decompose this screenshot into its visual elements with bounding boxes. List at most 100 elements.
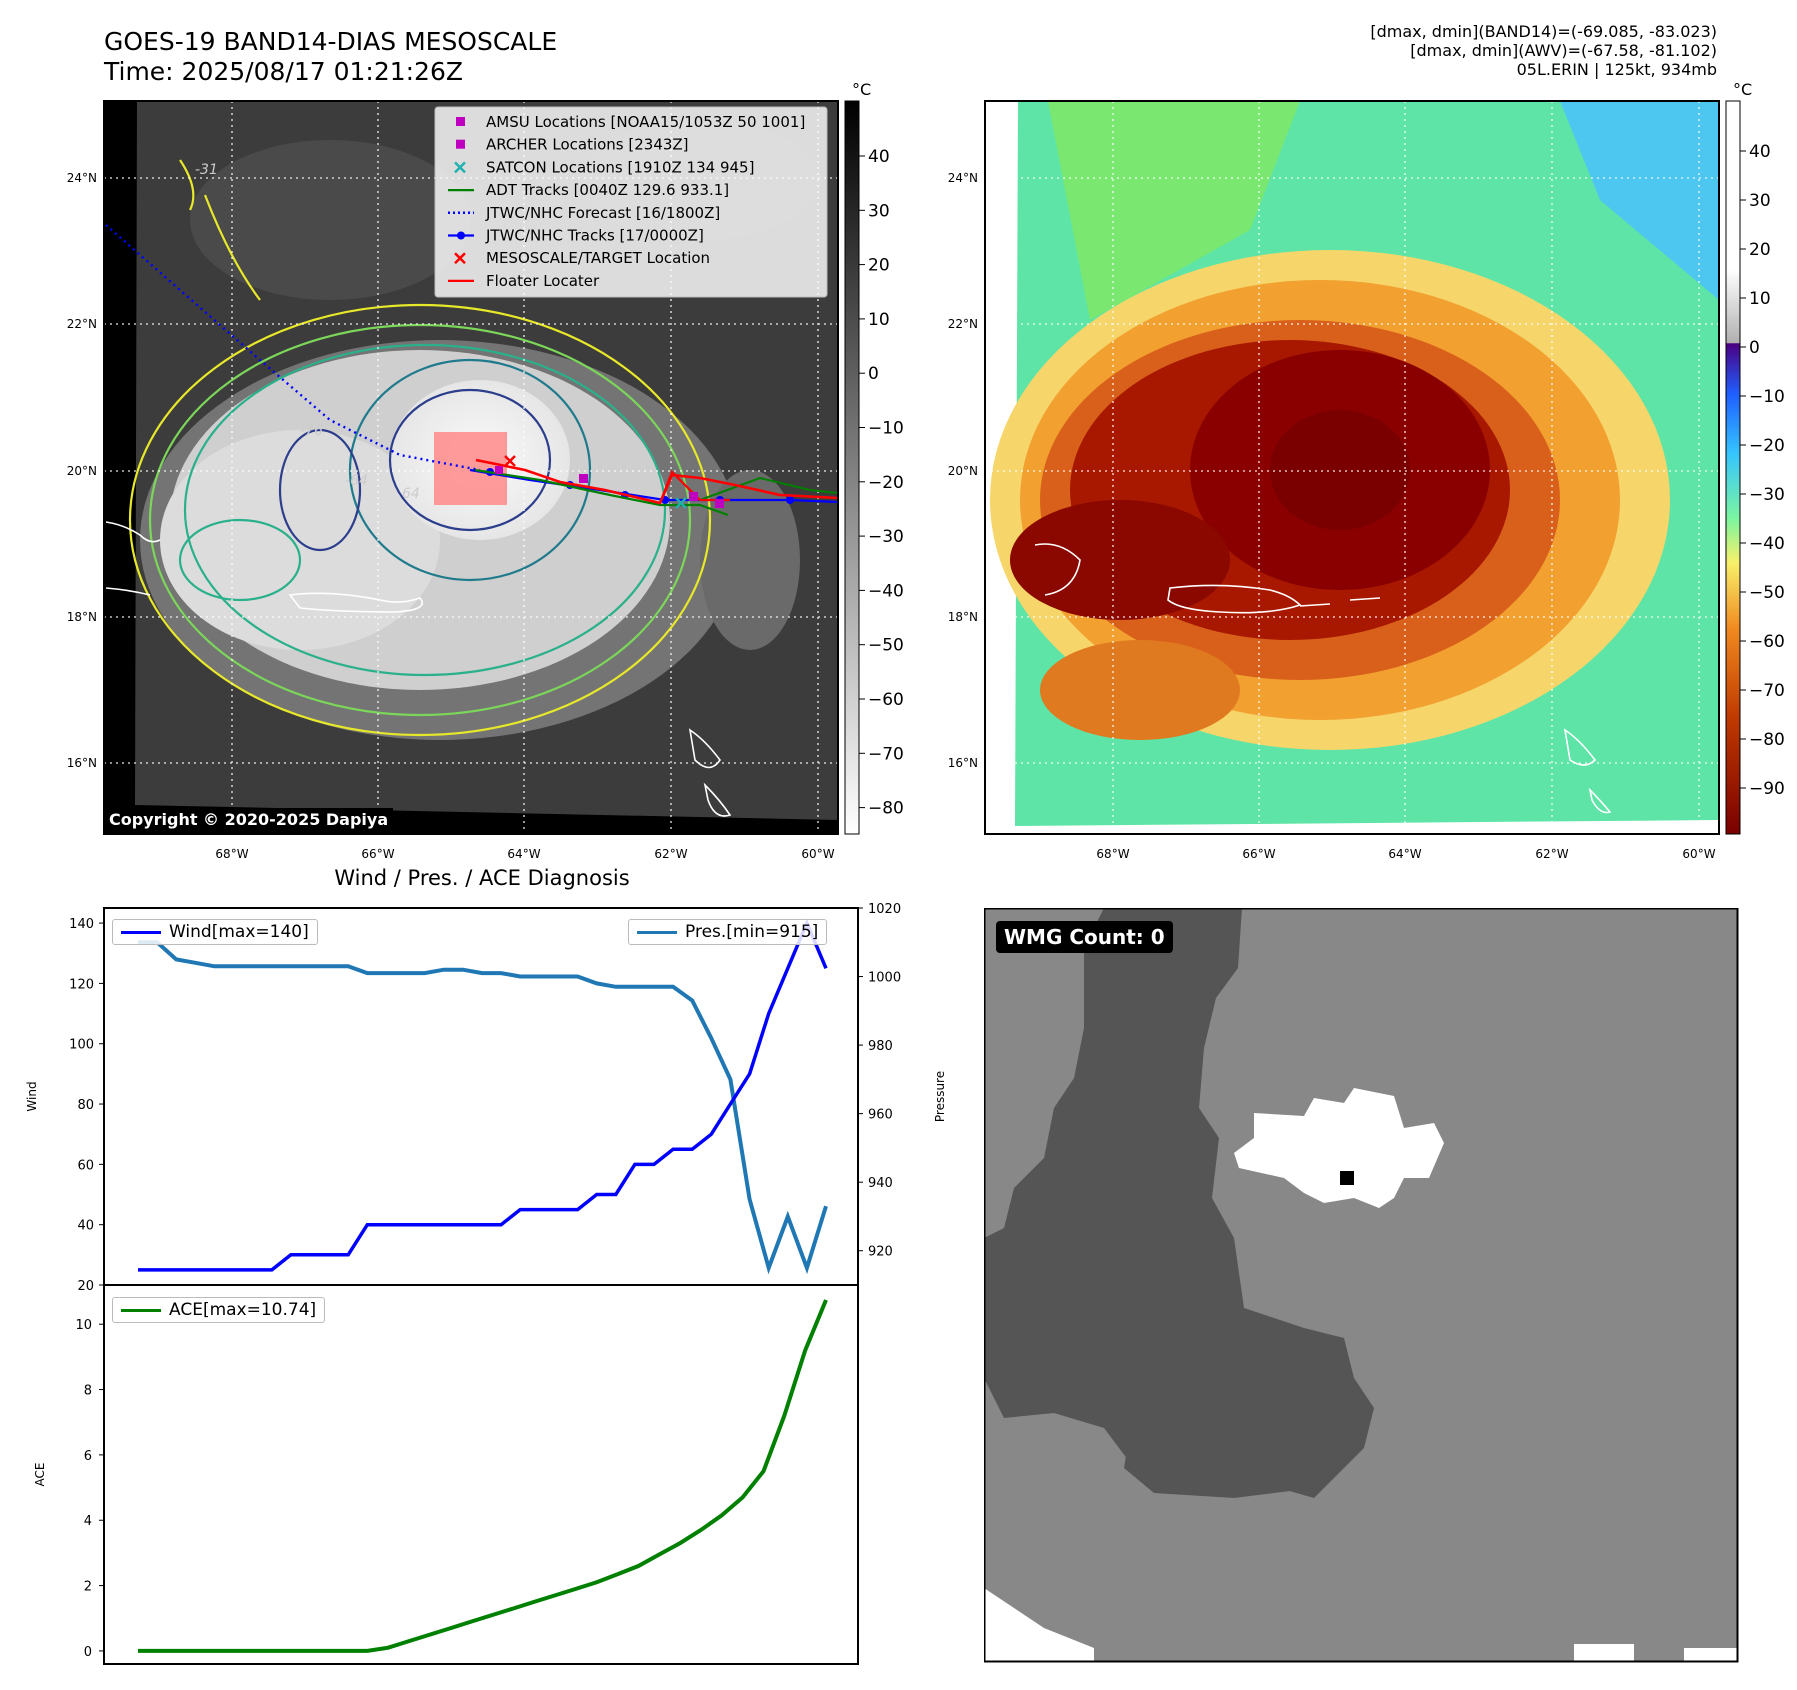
wind-legend-swatch	[121, 930, 161, 934]
legend-label: SATCON Locations [1910Z 134 945]	[486, 158, 754, 176]
legend-marker	[454, 161, 466, 174]
colorbar-tick-label: −30	[1749, 485, 1785, 505]
pres-ytick-label: 1000	[868, 971, 901, 986]
contour-label: -76	[300, 423, 323, 439]
colorbar-tick-label: 30	[868, 201, 890, 221]
ace-legend: ACE[max=10.74]	[112, 1297, 326, 1323]
colorbar-tick-label: 10	[1749, 289, 1771, 309]
diagnosis-chart: 20 40 60 80 100 120 140 920 940 960 980 1000 1020 0 2 4…	[25, 902, 947, 1665]
pres-ytick-label: 940	[868, 1176, 893, 1191]
colorbar-tick-label: −80	[1749, 730, 1785, 750]
lon-label: 64°W	[1388, 847, 1421, 861]
wind-legend: Wind[max=140]	[112, 919, 318, 945]
wind-ytick-label: 80	[77, 1098, 94, 1113]
lat-label: 20°N	[948, 464, 978, 478]
pres-legend: Pres.[min=915]	[628, 919, 828, 945]
ace-frame	[103, 1284, 859, 1665]
colorbar-tick-label: −40	[1749, 534, 1785, 554]
info-line-3: 05L.ERIN | 125kt, 934mb	[1516, 60, 1717, 79]
colorbar-tick-label: −80	[868, 799, 904, 819]
legend-label: JTWC/NHC Tracks [17/0000Z]	[485, 227, 704, 245]
lat-label: 16°N	[67, 756, 97, 770]
ace-ytick-label: 8	[84, 1384, 92, 1399]
diagnosis-title: Wind / Pres. / ACE Diagnosis	[334, 866, 630, 890]
contour-label: -31	[195, 162, 218, 178]
copyright-label: Copyright © 2020-2025 Dapiya	[104, 808, 394, 831]
legend-label: Floater Locater	[486, 272, 600, 290]
legend-label: ARCHER Locations [2343Z]	[486, 136, 689, 154]
wind-ytick-label: 100	[69, 1038, 94, 1053]
ace-legend-swatch	[121, 1308, 161, 1312]
floater-target-box	[434, 432, 507, 505]
colorbar-tick-label: 10	[868, 310, 890, 330]
ace-axis-label: ACE	[33, 1463, 47, 1487]
lat-label: 18°N	[67, 610, 97, 624]
lat-label: 24°N	[948, 171, 978, 185]
wind-legend-label: Wind[max=140]	[169, 922, 309, 942]
figure-title: GOES-19 BAND14-DIAS MESOSCALE Time: 2025…	[104, 27, 557, 87]
legend-label: JTWC/NHC Forecast [16/1800Z]	[485, 204, 720, 222]
legend-label: ADT Tracks [0040Z 129.6 933.1]	[486, 181, 729, 199]
lon-label: 66°W	[1242, 847, 1275, 861]
left-colorbar-unit: °C	[852, 80, 872, 99]
ace-ytick-label: 10	[75, 1318, 92, 1333]
info-line-1: [dmax, dmin](BAND14)=(-69.085, -83.023)	[1370, 22, 1717, 41]
wmg-panel	[984, 908, 1739, 1663]
wind-ytick-label: 40	[77, 1219, 94, 1234]
legend-label: MESOSCALE/TARGET Location	[486, 249, 710, 267]
lat-label: 22°N	[948, 317, 978, 331]
colorbar-tick-label: 0	[1749, 338, 1760, 358]
legend-marker	[457, 231, 465, 240]
pres-ytick-label: 980	[868, 1039, 893, 1054]
lon-label: 62°W	[1535, 847, 1568, 861]
wind-ytick-label: 60	[77, 1158, 94, 1173]
map-legend: AMSU Locations [NOAA15/1053Z 50 1001] ARC…	[434, 106, 828, 298]
legend-marker	[454, 252, 466, 265]
awv-map	[985, 101, 1719, 834]
colorbar-tick-label: −70	[1749, 681, 1785, 701]
colorbar-tick-label: −10	[1749, 387, 1785, 407]
wind-series-line	[138, 918, 828, 1272]
lat-label: 16°N	[948, 756, 978, 770]
ace-ytick-label: 4	[84, 1514, 92, 1529]
legend-marker	[456, 117, 465, 126]
colorbar-tick-label: −50	[868, 636, 904, 656]
contour-label: -64	[345, 473, 368, 489]
lon-label: 60°W	[801, 847, 834, 861]
ir-map-figure: -76 -64 64 -31 AMSU Locations [NOAA15/10…	[67, 100, 1785, 861]
colorbar-tick-label: 20	[1749, 240, 1771, 260]
left-colorbar	[844, 100, 860, 835]
lon-label: 66°W	[361, 847, 394, 861]
pres-ytick-label: 960	[868, 1108, 893, 1123]
pressure-series-line	[138, 940, 828, 1275]
ace-ytick-label: 6	[84, 1449, 92, 1464]
lon-label: 68°W	[215, 847, 248, 861]
lat-label: 20°N	[67, 464, 97, 478]
pres-legend-label: Pres.[min=915]	[685, 922, 819, 942]
colorbar-tick-label: 40	[1749, 142, 1771, 162]
ace-ytick-label: 0	[84, 1645, 92, 1660]
colorbar-tick-label: −50	[1749, 583, 1785, 603]
colorbar-tick-label: −40	[868, 581, 904, 601]
wind-ytick-label: 120	[69, 977, 94, 992]
wind-ytick-label: 20	[77, 1279, 94, 1294]
ace-series-line	[138, 1299, 828, 1653]
colorbar-tick-label: 0	[868, 364, 879, 384]
pres-axis-label: Pressure	[933, 1071, 947, 1122]
colorbar-tick-label: 30	[1749, 191, 1771, 211]
lon-label: 64°W	[507, 847, 540, 861]
title-line-1: GOES-19 BAND14-DIAS MESOSCALE	[104, 27, 558, 56]
colorbar-tick-label: −30	[868, 527, 904, 547]
colorbar-tick-label: −20	[868, 473, 904, 493]
lon-label: 68°W	[1096, 847, 1129, 861]
colorbar-tick-label: −10	[868, 419, 904, 439]
colorbar-tick-label: −70	[868, 744, 904, 764]
lon-label: 60°W	[1682, 847, 1715, 861]
colorbar-tick-label: 40	[868, 147, 890, 167]
legend-marker	[456, 139, 465, 149]
colorbar-tick-label: −20	[1749, 436, 1785, 456]
lat-label: 24°N	[67, 171, 97, 185]
colorbar-tick-label: −60	[1749, 632, 1785, 652]
right-colorbar-unit: °C	[1733, 80, 1753, 99]
contour-label: 64	[402, 486, 420, 502]
